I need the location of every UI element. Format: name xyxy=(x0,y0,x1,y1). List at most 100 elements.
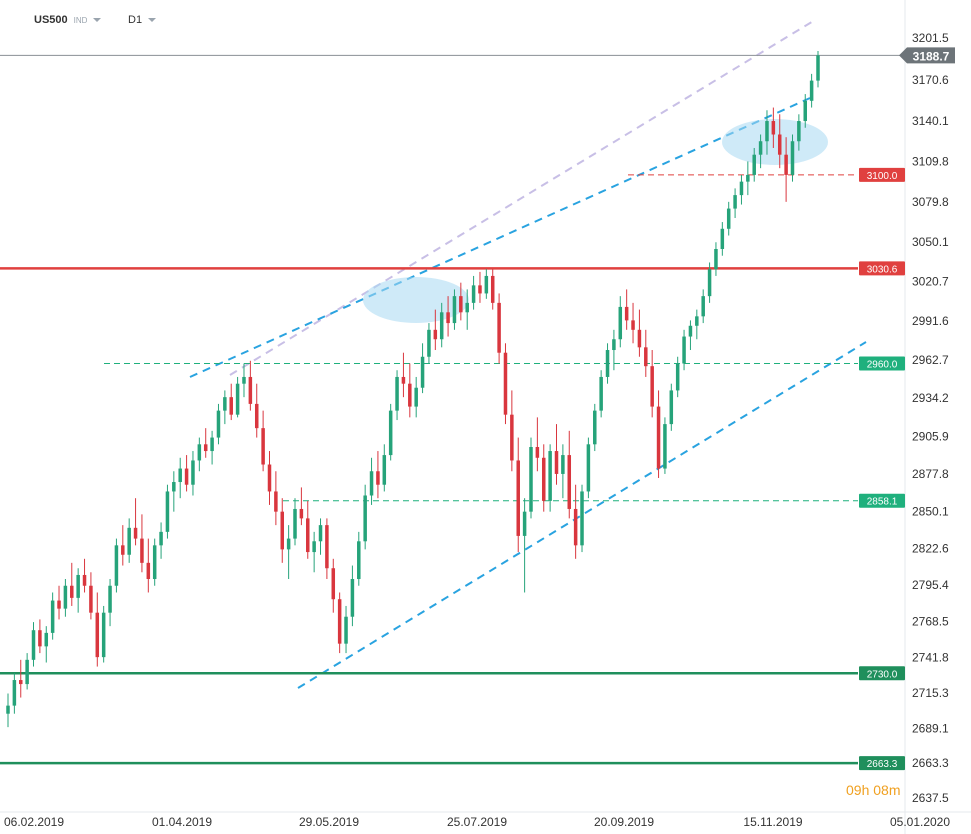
candle-body xyxy=(235,383,240,415)
candle-body xyxy=(707,269,712,297)
interval-selector[interactable]: D1 xyxy=(128,14,157,26)
candle-body xyxy=(669,390,674,425)
candle-body xyxy=(656,406,661,469)
x-tick-label: 25.07.2019 xyxy=(447,815,507,829)
highlight-ellipse xyxy=(363,277,469,323)
candle-body xyxy=(146,562,151,580)
candle-body xyxy=(344,616,348,644)
candle-body xyxy=(357,541,361,580)
candle-body xyxy=(254,403,259,429)
candle-body xyxy=(114,545,119,586)
candle-body xyxy=(382,455,387,485)
y-tick-label: 3201.5 xyxy=(912,31,949,45)
y-tick-label: 3170.6 xyxy=(912,73,949,87)
candle-body xyxy=(758,141,763,155)
candle-body xyxy=(420,356,425,388)
candle-body xyxy=(631,320,635,330)
chevron-down-icon xyxy=(148,18,157,23)
candle-body xyxy=(127,527,131,555)
candle-body xyxy=(267,464,272,492)
candle-body xyxy=(618,306,623,340)
symbol-selector[interactable]: US500 IND xyxy=(34,14,102,26)
y-tick-label: 2991.6 xyxy=(912,314,949,328)
candle-body xyxy=(663,424,667,469)
candle-countdown: 09h 08m xyxy=(846,782,901,798)
candle-body xyxy=(497,302,501,353)
candle-body xyxy=(312,541,316,553)
candle-body xyxy=(446,312,450,324)
candle-body xyxy=(89,585,93,613)
y-tick-label: 2741.8 xyxy=(912,650,949,664)
candle-body xyxy=(6,705,10,714)
candle-body xyxy=(242,376,246,384)
y-tick-label: 3050.1 xyxy=(912,235,949,249)
y-tick-label: 3109.8 xyxy=(912,155,949,169)
candle-body xyxy=(777,134,782,155)
trendline-resistance xyxy=(189,97,811,378)
candle-body xyxy=(184,468,189,485)
candle-body xyxy=(178,468,182,483)
candle-body xyxy=(376,471,380,485)
candle-body xyxy=(299,508,304,519)
candle-body xyxy=(567,455,572,509)
candle-body xyxy=(586,444,591,492)
candle-body xyxy=(395,376,399,411)
candle-body xyxy=(203,444,208,452)
symbol-type: IND xyxy=(73,16,88,25)
candle-body xyxy=(408,383,412,407)
level-badge-2858.1 xyxy=(859,493,905,508)
candle-body xyxy=(159,531,163,546)
level-label-2730.0: 2730.0 xyxy=(867,669,898,680)
candle-body xyxy=(216,410,221,438)
level-label-2858.1: 2858.1 xyxy=(867,497,898,508)
candle-body xyxy=(229,397,233,415)
candle-body xyxy=(573,508,578,546)
candle-body xyxy=(95,612,100,658)
y-tick-label: 2715.3 xyxy=(912,686,949,700)
candle-body xyxy=(809,80,814,101)
highlight-ellipse xyxy=(722,119,828,165)
candle-body xyxy=(306,518,310,553)
candle-body xyxy=(510,414,514,461)
candle-body xyxy=(12,680,17,706)
candle-body xyxy=(471,285,476,303)
level-label-2663.3: 2663.3 xyxy=(867,759,898,770)
candle-body xyxy=(210,437,214,452)
y-tick-label: 2689.1 xyxy=(912,721,949,735)
candle-body xyxy=(541,457,546,501)
candle-body xyxy=(452,296,457,324)
y-tick-label: 2934.2 xyxy=(912,391,949,405)
candle-body xyxy=(331,568,336,600)
candle-body xyxy=(459,296,463,313)
candle-body xyxy=(548,451,552,501)
y-tick-label: 2850.1 xyxy=(912,505,949,519)
y-tick-label: 2795.4 xyxy=(912,578,949,592)
candle-body xyxy=(439,312,444,340)
y-tick-label: 2905.9 xyxy=(912,429,949,443)
candle-body xyxy=(152,545,157,580)
x-tick-label: 05.01.2020 xyxy=(890,815,950,829)
x-tick-label: 15.11.2019 xyxy=(743,815,802,829)
candle-body xyxy=(274,491,278,512)
candle-body xyxy=(535,447,540,458)
candle-body xyxy=(197,444,202,461)
candle-body xyxy=(675,363,680,391)
level-label-2960.0: 2960.0 xyxy=(867,359,898,370)
x-tick-label: 20.09.2019 xyxy=(594,815,654,829)
candle-body xyxy=(561,455,565,474)
x-tick-label: 06.02.2019 xyxy=(4,815,64,829)
y-tick-label: 2663.3 xyxy=(912,756,949,770)
level-badge-2730.0 xyxy=(859,666,905,681)
candle-body xyxy=(637,329,642,348)
candle-body xyxy=(605,350,610,377)
last-price-badge xyxy=(899,47,955,64)
candle-body xyxy=(720,228,725,249)
y-tick-label: 3140.1 xyxy=(912,114,949,128)
candle-body xyxy=(401,376,406,384)
chevron-down-icon xyxy=(93,18,102,23)
candle-body xyxy=(25,659,29,685)
interval-label: D1 xyxy=(128,14,143,26)
candle-body xyxy=(752,154,756,175)
candle-body xyxy=(516,460,520,536)
